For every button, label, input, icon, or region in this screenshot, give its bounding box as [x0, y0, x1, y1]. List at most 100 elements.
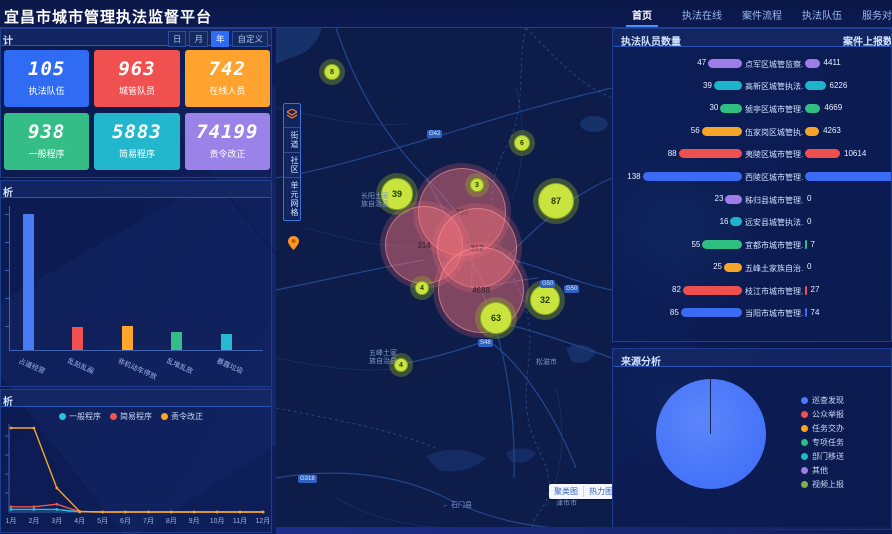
team-row[interactable]: 16 远安县城管执法... 0 — [613, 216, 891, 228]
team-count-bar — [680, 308, 742, 318]
road-number-badge: G50 — [540, 280, 556, 288]
team-row[interactable]: 85 当阳市城市管理... 74 — [613, 307, 891, 319]
line-point[interactable] — [169, 510, 173, 514]
map-layer-button[interactable]: 街道 — [284, 127, 300, 152]
pie-legend-item[interactable]: 专项任务 — [801, 437, 844, 448]
bar[interactable] — [23, 214, 34, 350]
count-marker[interactable]: 87 — [538, 183, 574, 219]
team-name: 宜都市城市管理... — [745, 241, 803, 251]
line-point[interactable] — [101, 510, 104, 514]
team-row[interactable]: 82 枝江市城市管理... 27 — [613, 284, 891, 296]
map-place-label: ← 石门县 — [442, 502, 472, 509]
count-marker[interactable]: 4 — [394, 358, 408, 372]
bar-axis-tick — [5, 326, 9, 327]
team-row[interactable]: 55 宜都市城市管理... 7 — [613, 239, 891, 251]
bar-axis-tick — [5, 298, 9, 299]
pie-legend-dot — [801, 425, 808, 432]
bar[interactable] — [72, 326, 83, 350]
case-type-bar-panel: 析 占道经营 乱贴乱画 非机动车停放 乱堆乱放 暴露垃圾 — [0, 180, 272, 387]
map-layer-button[interactable]: 社区 — [284, 152, 300, 177]
line-point[interactable] — [9, 505, 13, 509]
line-point[interactable] — [32, 508, 36, 511]
date-tab[interactable]: 月 — [189, 31, 208, 47]
line-point[interactable] — [78, 510, 82, 513]
map-view-button[interactable]: 热力图 — [583, 486, 612, 497]
pie-legend-item[interactable]: 其他 — [801, 465, 844, 476]
line-point[interactable] — [215, 510, 219, 514]
line-panel-title: 析 — [3, 397, 13, 408]
line-point[interactable] — [55, 502, 59, 506]
team-row[interactable]: 56 伍家岗区城管执... 4263 — [613, 125, 891, 137]
count-marker[interactable]: 4 — [415, 281, 429, 295]
line-point[interactable] — [238, 510, 242, 514]
layers-icon[interactable] — [285, 104, 299, 127]
legend-dot — [110, 413, 117, 420]
stat-card-value: 105 — [28, 58, 66, 80]
pie-legend-item[interactable]: 部门移送 — [801, 451, 844, 462]
pie-legend-item[interactable]: 巡查发现 — [801, 395, 844, 406]
team-count-bar — [713, 81, 742, 91]
bar[interactable] — [221, 333, 232, 350]
bar[interactable] — [122, 325, 133, 350]
date-tab[interactable]: 日 — [167, 31, 187, 47]
pie-legend-item[interactable]: 任务交办 — [801, 423, 844, 434]
team-name: 远安县城管执法... — [745, 218, 803, 228]
line-point[interactable] — [55, 486, 59, 490]
line-point[interactable] — [192, 510, 196, 514]
stat-card-value: 74199 — [196, 121, 259, 143]
count-marker[interactable]: 6 — [514, 135, 530, 151]
legend-item[interactable]: 简易程序 — [110, 411, 152, 422]
bar[interactable] — [171, 332, 182, 350]
legend-item[interactable]: 责令改正 — [161, 411, 203, 422]
nav-item[interactable]: 服务对象 — [862, 10, 892, 22]
team-row[interactable]: 39 高新区城管执法... 6226 — [613, 80, 891, 92]
bar-y-axis — [9, 206, 10, 351]
nav-item[interactable]: 首页 — [612, 0, 672, 28]
team-row[interactable]: 47 点军区城管监察... 4411 — [613, 57, 891, 69]
team-row[interactable]: 30 猇亭区城市管理... 4669 — [613, 102, 891, 114]
count-marker[interactable]: 63 — [480, 302, 512, 334]
count-marker[interactable]: 3 — [470, 178, 484, 192]
line-point[interactable] — [124, 510, 127, 514]
line-point[interactable] — [261, 510, 265, 514]
source-pie-chart[interactable] — [656, 379, 766, 489]
stats-panel: 计 日月年自定义 105 执法队伍 963 城管队员 742 在线人员 938 一般程序 588… — [0, 28, 272, 178]
line-point[interactable] — [9, 508, 13, 511]
map-view-button[interactable]: 聚类图 — [554, 487, 578, 496]
stat-card-label: 在线人员 — [209, 86, 246, 96]
legend-item[interactable]: 一般程序 — [59, 411, 101, 422]
case-count: 4669 — [824, 103, 843, 113]
team-row[interactable]: 25 五峰土家族自治... 0 — [613, 261, 891, 273]
line-point[interactable] — [55, 508, 59, 511]
pie-legend-item[interactable]: 公众举报 — [801, 409, 844, 420]
count-marker[interactable]: 32 — [530, 285, 560, 315]
count-marker[interactable]: 8 — [324, 64, 340, 80]
team-row[interactable]: 23 秭归县城市管理... 0 — [613, 193, 891, 205]
stat-card-value: 963 — [118, 58, 156, 80]
month-tick-label: 1月 — [5, 518, 17, 525]
line-point[interactable] — [32, 426, 36, 430]
pie-legend-item[interactable]: 视频上报 — [801, 479, 844, 490]
nav-item[interactable]: 执法在线 — [682, 10, 722, 22]
nav-item[interactable]: 执法队伍 — [802, 10, 842, 22]
case-count-bar — [805, 149, 841, 159]
team-panel-header: 执法队员数量 案件上报数量 — [613, 29, 892, 48]
city-map[interactable]: 33631431246888639387463324长阳土家族自治县五峰土家族自… — [276, 28, 612, 534]
date-tab[interactable]: 自定义 — [232, 31, 268, 47]
team-name: 猇亭区城市管理... — [745, 104, 803, 114]
line-point[interactable] — [9, 426, 13, 430]
line-point[interactable] — [32, 505, 36, 509]
date-tab[interactable]: 年 — [210, 31, 230, 47]
map-pin-icon[interactable] — [288, 236, 299, 255]
team-row[interactable]: 88 夷陵区城市管理... 10614 — [613, 148, 891, 160]
map-layer-button[interactable]: 单元网格 — [284, 177, 300, 220]
team-count: 30 — [709, 103, 719, 113]
team-row[interactable]: 138 西陵区城市管理... — [613, 171, 891, 183]
team-count-bar — [725, 194, 742, 204]
team-count: 47 — [697, 58, 707, 67]
line-point[interactable] — [147, 510, 150, 514]
stat-card-label: 责令改正 — [209, 149, 246, 159]
count-marker[interactable]: 39 — [381, 178, 413, 210]
case-report-title: 案件上报数量 — [843, 37, 892, 48]
nav-item[interactable]: 案件流程 — [742, 10, 782, 22]
